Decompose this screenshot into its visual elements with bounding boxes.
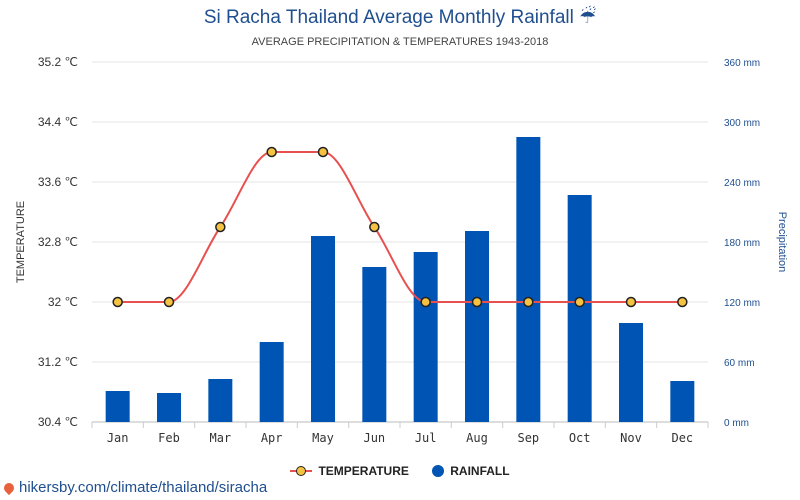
location-pin-icon [1,480,17,495]
rainfall-bar [105,391,130,422]
legend: TEMPERATURE RAINFALL [0,464,800,480]
temperature-point [163,296,175,308]
y-tick-left: 34.4 ℃ [38,115,78,129]
legend-temperature-label: TEMPERATURE [318,464,409,478]
rainfall-bar [567,195,592,422]
rainfall-bar [465,231,489,422]
y-tick-right: 0 mm [724,418,749,429]
y-tick-left: 30.4 ℃ [38,415,78,429]
y-tick-right: 60 mm [724,358,755,369]
y-tick-left: 32 ℃ [48,295,78,309]
rainfall-bar [619,323,643,422]
y-axis-title-left: TEMPERATURE [15,201,27,283]
y-tick-right: 300 mm [724,118,760,129]
temperature-point [215,221,226,233]
rainfall-bar [259,342,284,422]
y-tick-right: 240 mm [724,178,760,189]
x-tick-label: Feb [158,431,180,445]
temperature-point [574,296,585,308]
temperature-point [317,146,329,158]
temperature-point [112,296,123,308]
y-tick-left: 32.8 ℃ [38,235,78,249]
temperature-point [420,296,431,308]
x-tick-label: May [312,431,334,445]
legend-rainfall-label: RAINFALL [450,464,510,478]
temperature-point [266,146,277,158]
y-tick-right: 180 mm [724,238,760,249]
footer-link[interactable]: hikersby.com/climate/thailand/siracha [1,479,268,496]
rainfall-bar [362,267,387,422]
x-tick-label: Nov [620,431,642,445]
temperature-point [625,296,637,308]
y-tick-left: 35.2 ℃ [38,55,78,69]
x-tick-label: Sep [517,431,539,445]
rainfall-bar [157,393,181,422]
x-tick-label: Mar [209,431,231,445]
y-tick-right: 360 mm [724,58,760,69]
legend-rainfall[interactable]: RAINFALL [432,464,510,478]
temperature-swatch [290,465,313,477]
rainfall-bar [208,379,233,422]
y-tick-left: 31.2 ℃ [38,355,78,369]
rainfall-bar [516,137,541,422]
rainfall-bar [670,381,695,422]
temperature-line [117,151,683,303]
legend-temperature[interactable]: TEMPERATURE [290,464,409,478]
chart-subtitle: AVERAGE PRECIPITATION & TEMPERATURES 194… [251,36,549,48]
y-tick-left: 33.6 ℃ [38,175,78,189]
temperature-point [471,296,483,308]
temperature-point [677,296,688,308]
temperature-point [369,221,380,233]
x-tick-label: Jul [415,431,437,445]
y-tick-right: 120 mm [724,298,760,309]
x-tick-label: Apr [261,431,283,445]
chart-title: Si Racha Thailand Average Monthly Rainfa… [203,7,597,28]
x-tick-label: Oct [569,431,591,445]
y-axis-title-right: Precipitation [776,212,788,273]
x-tick-label: Aug [466,431,488,445]
rainfall-bar [311,236,335,422]
x-tick-label: Jan [107,431,129,445]
x-tick-label: Dec [671,431,693,445]
rainfall-bar [413,252,438,422]
footer-link-text: hikersby.com/climate/thailand/siracha [19,479,268,496]
x-tick-label: Jun [363,431,385,445]
rainfall-swatch [432,465,445,477]
temperature-point [523,296,534,308]
